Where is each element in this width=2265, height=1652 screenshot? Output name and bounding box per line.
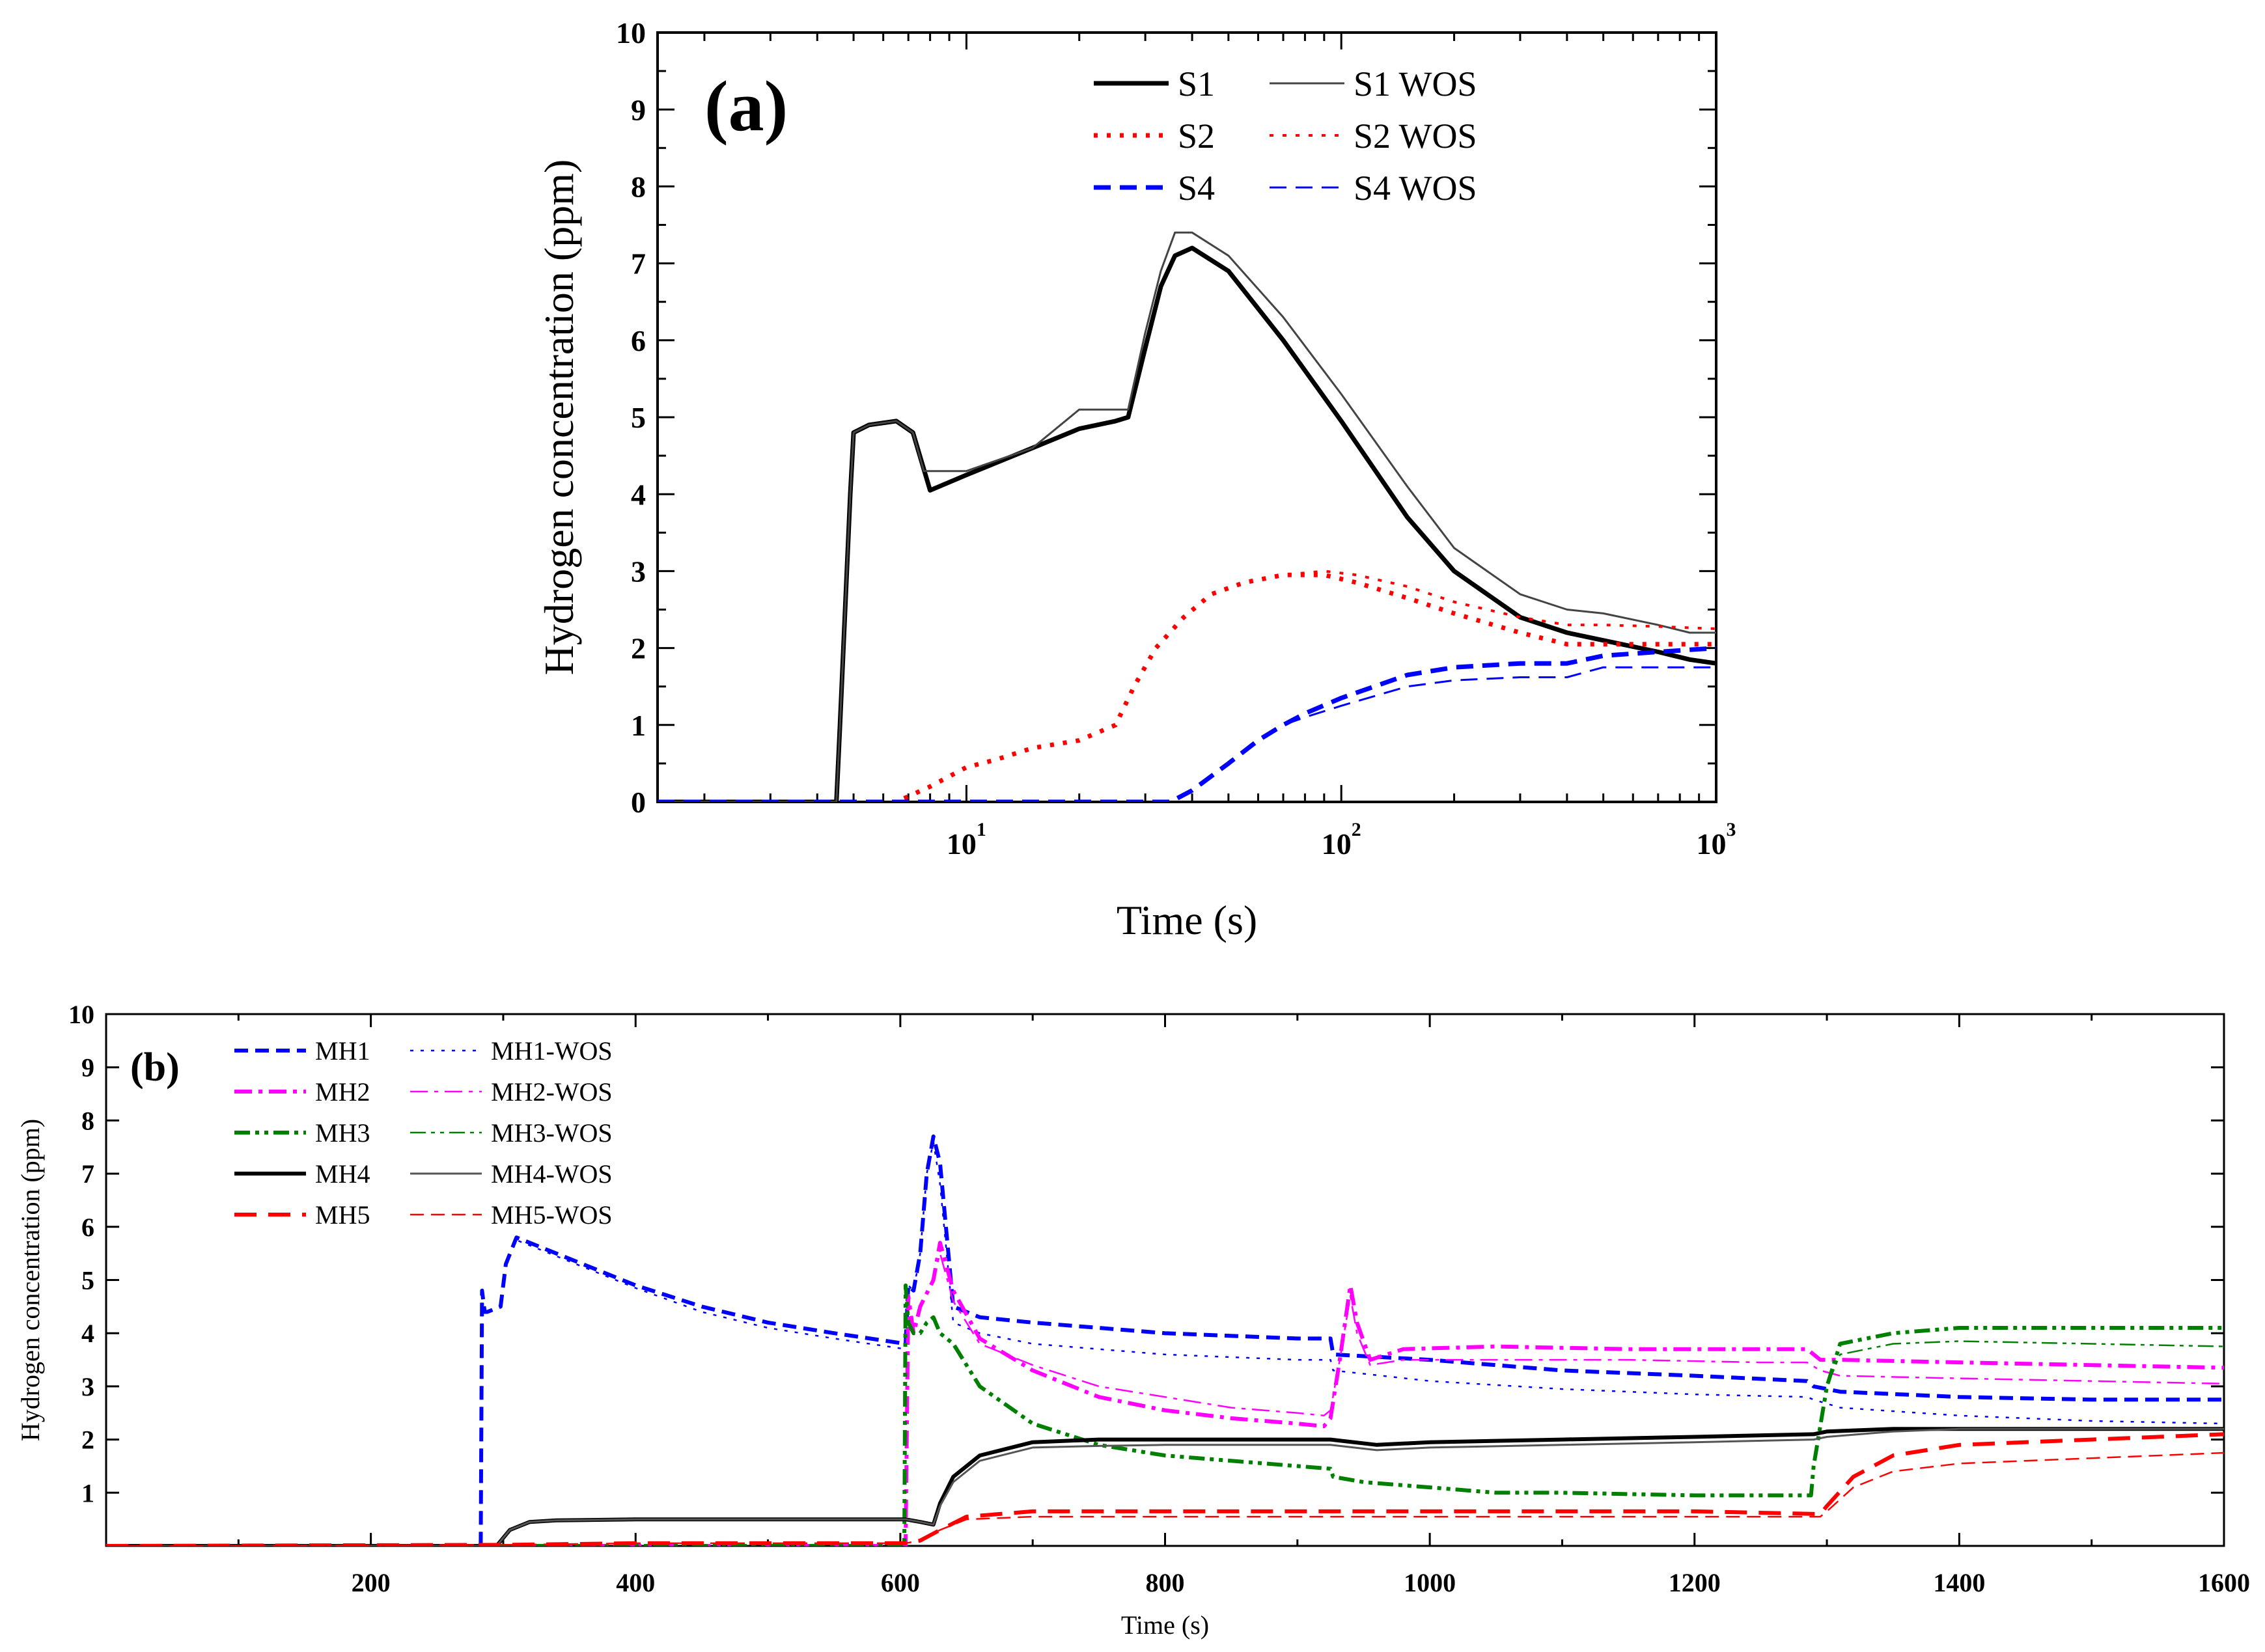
series-line-mh4 <box>106 1427 2224 1546</box>
series-line-s4-wos <box>658 666 1716 802</box>
x-tick-base: 10 <box>1697 827 1727 860</box>
y-tick-label: 8 <box>631 171 646 204</box>
y-tick-label: 3 <box>631 555 646 588</box>
series-line-s4 <box>658 646 1716 802</box>
x-tick-label: 1600 <box>2198 1568 2250 1597</box>
legend-label-s2-wos: S2 WOS <box>1354 117 1477 156</box>
series-line-mh1 <box>106 1134 2224 1546</box>
y-tick-label: 2 <box>81 1425 94 1455</box>
legend-label-mh2: MH2 <box>315 1077 370 1107</box>
y-tick-label: 6 <box>631 324 646 357</box>
y-tick-label: 9 <box>631 93 646 126</box>
legend-label-mh1-wos: MH1-WOS <box>491 1036 613 1066</box>
y-axis-label: Hydrogen concentration (ppm) <box>536 159 582 676</box>
legend-label-mh4-wos: MH4-WOS <box>491 1159 613 1189</box>
series-line-s2 <box>658 572 1716 802</box>
legend-label-mh2-wos: MH2-WOS <box>491 1077 613 1107</box>
y-tick-label: 3 <box>81 1372 94 1401</box>
legend: S1 S1 WOS S2 S2 WOS S4 S4 WOS <box>1094 64 1477 208</box>
x-tick-label: 102 <box>1322 819 1361 860</box>
series-line-s1-wos <box>658 231 1716 802</box>
x-axis-label: Time (s) <box>1121 1610 1209 1640</box>
y-tick-label: 10 <box>616 16 646 49</box>
x-tick-label: 400 <box>616 1568 655 1597</box>
series-line-mh4-wos <box>106 1427 2224 1546</box>
x-tick-exponent: 3 <box>1727 819 1736 840</box>
panel-label: (a) <box>704 66 788 146</box>
series-line-mh3 <box>106 1283 2224 1546</box>
x-tick-label: 600 <box>881 1568 920 1597</box>
legend-label-mh3: MH3 <box>315 1118 370 1148</box>
y-axis-label: Hydrogen concentration (ppm) <box>16 1119 45 1441</box>
y-tick-label: 0 <box>631 786 646 819</box>
legend-label-mh3-wos: MH3-WOS <box>491 1118 613 1148</box>
series-line-mh3-wos <box>106 1284 2224 1546</box>
y-tick-label: 1 <box>631 709 646 742</box>
series-line-mh5 <box>106 1432 2224 1546</box>
y-tick-label: 5 <box>81 1266 94 1295</box>
y-tick-label: 2 <box>631 632 646 665</box>
legend-label-s4: S4 <box>1178 169 1215 208</box>
series-group <box>658 231 1716 802</box>
legend-label-s2: S2 <box>1178 117 1215 156</box>
y-tick-label: 1 <box>81 1478 94 1507</box>
legend-label-mh5: MH5 <box>315 1200 370 1230</box>
x-tick-label: 103 <box>1697 819 1736 860</box>
series-line-mh5-wos <box>106 1452 2224 1546</box>
y-tick-label: 7 <box>81 1159 94 1189</box>
legend-label-s4-wos: S4 WOS <box>1354 169 1477 208</box>
series-group <box>106 1134 2224 1546</box>
x-tick-base: 10 <box>1322 827 1352 860</box>
legend-label-mh4: MH4 <box>315 1159 370 1189</box>
legend: MH1 MH1-WOS MH2 MH2-WOS MH3 MH3-WOS MH4 MH4-WOS… <box>234 1036 613 1230</box>
legend-label-mh5-wos: MH5-WOS <box>491 1200 613 1230</box>
series-line-mh2-wos <box>106 1252 2224 1546</box>
x-tick-label: 1000 <box>1404 1568 1456 1597</box>
legend-label-s1: S1 <box>1178 64 1215 103</box>
x-tick-exponent: 2 <box>1352 819 1361 840</box>
x-axis-label: Time (s) <box>1117 897 1257 943</box>
panel-label: (b) <box>130 1045 180 1090</box>
legend-label-mh1: MH1 <box>315 1036 370 1066</box>
x-tick-label: 200 <box>352 1568 391 1597</box>
y-tick-label: 5 <box>631 401 646 434</box>
x-tick-label: 1400 <box>1933 1568 1985 1597</box>
y-tick-label: 6 <box>81 1213 94 1242</box>
x-tick-label: 800 <box>1146 1568 1185 1597</box>
panel-b-chart: 1 2 3 4 5 6 7 8 9 10 200 400 600 800 1000 1200 1400 1600 T… <box>16 1000 2250 1640</box>
x-tick-label: 1200 <box>1669 1568 1721 1597</box>
plot-frame <box>105 1013 2225 1547</box>
x-tick-exponent: 1 <box>977 819 986 840</box>
series-line-s1 <box>658 245 1716 802</box>
y-tick-label: 10 <box>68 1000 94 1029</box>
y-tick-label: 4 <box>631 478 646 511</box>
y-tick-label: 7 <box>631 247 646 281</box>
x-tick-label: 101 <box>947 819 986 860</box>
legend-label-s1-wos: S1 WOS <box>1354 64 1477 103</box>
y-tick-label: 4 <box>81 1319 94 1348</box>
x-tick-base: 10 <box>947 827 977 860</box>
y-tick-label: 8 <box>81 1106 94 1135</box>
y-tick-label: 9 <box>81 1053 94 1082</box>
